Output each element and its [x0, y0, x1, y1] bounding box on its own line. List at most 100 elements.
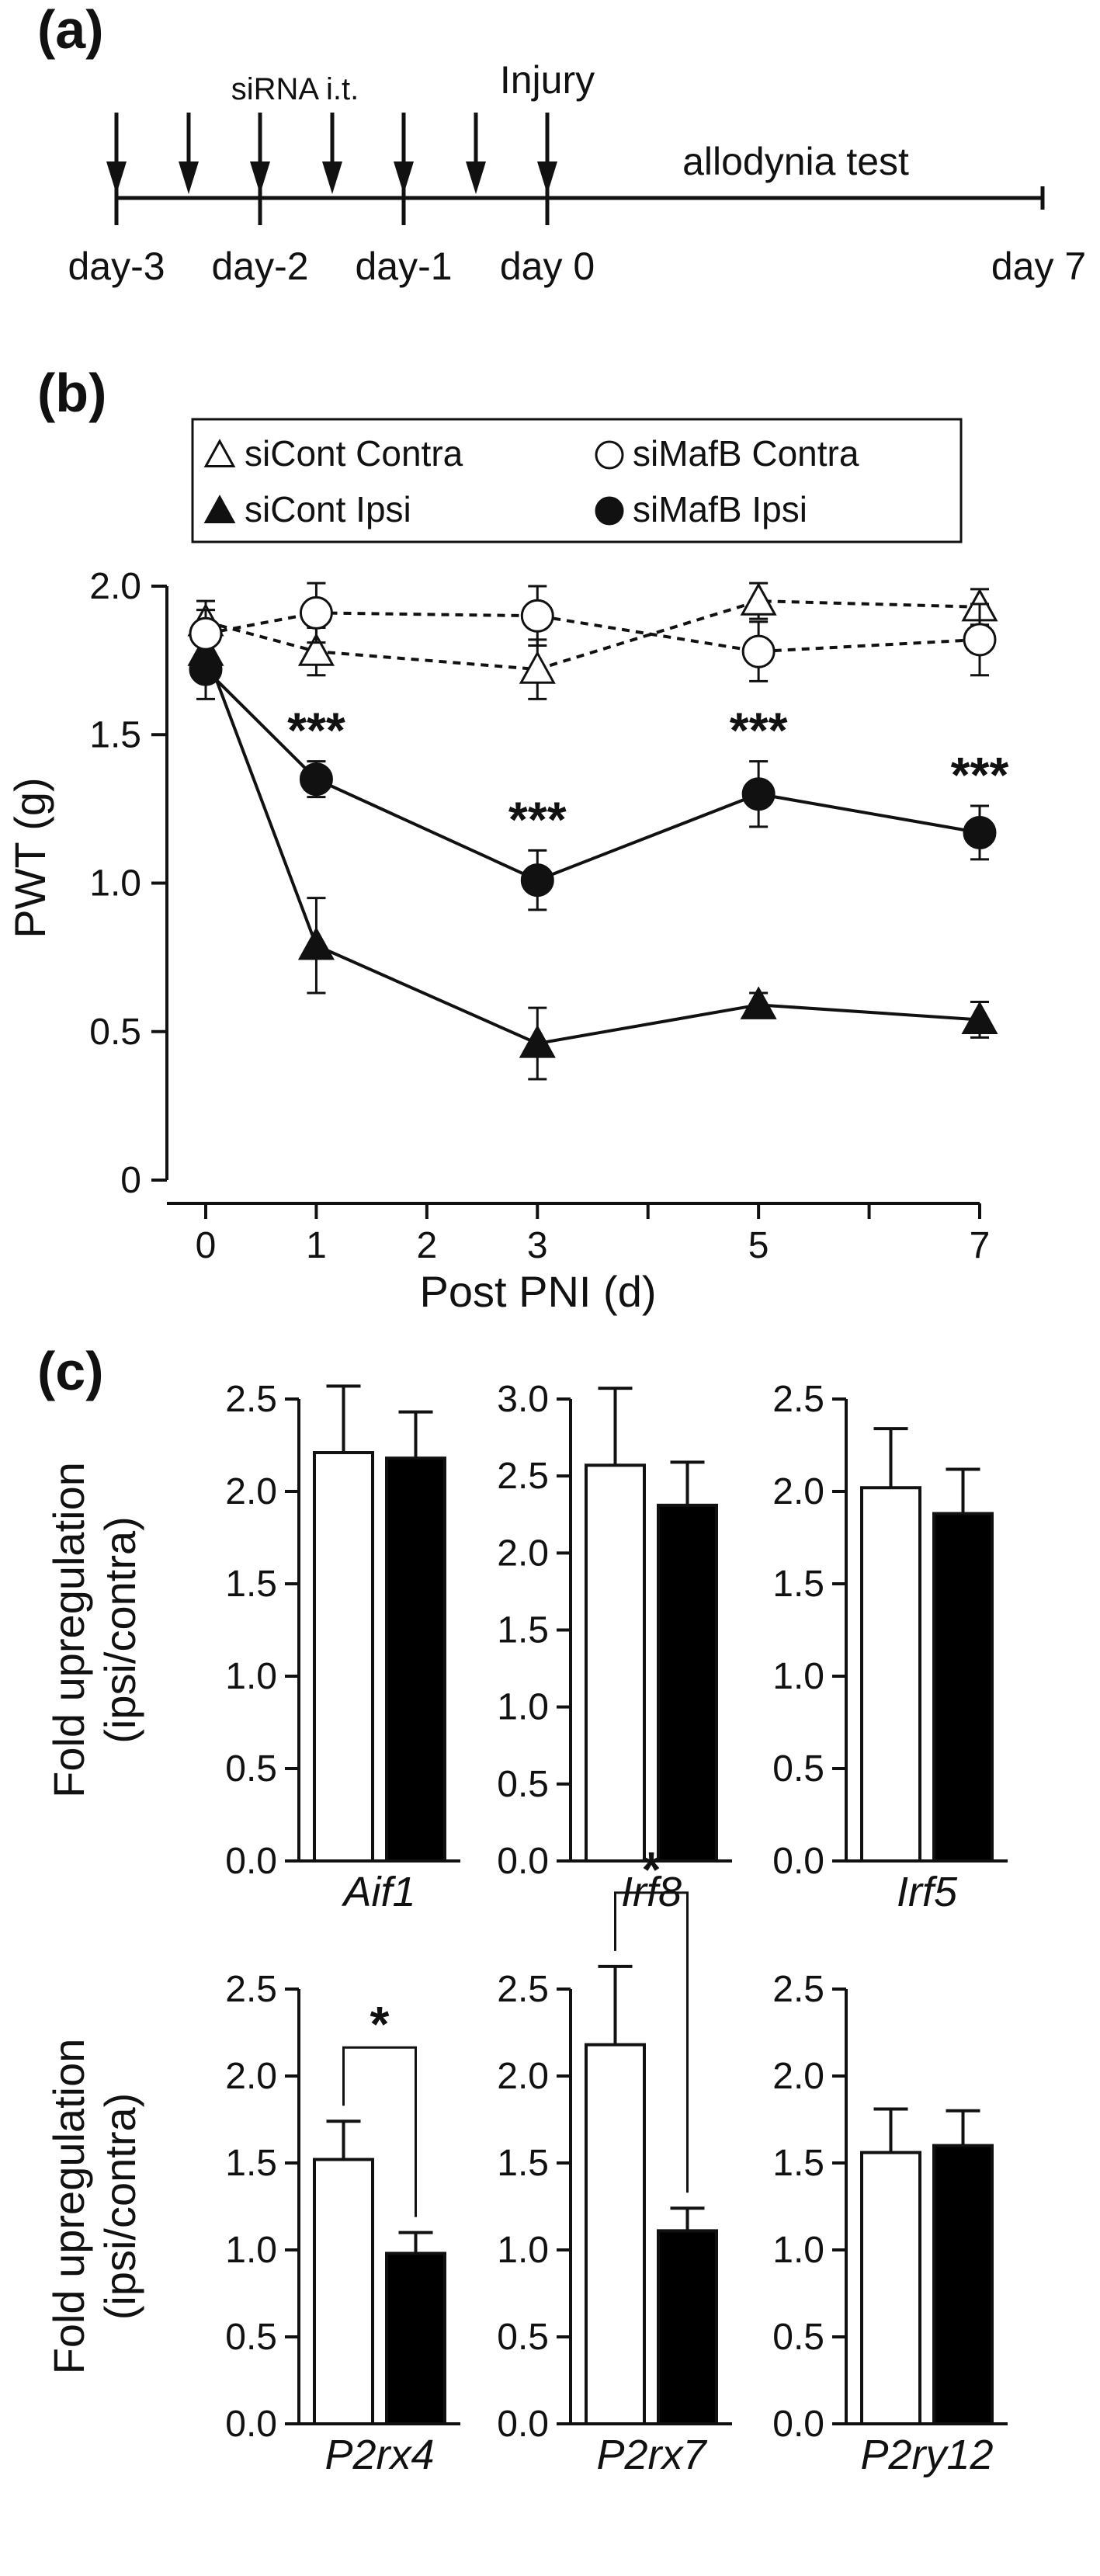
bar-chart-p2rx4: 0.0 0.5 1.0 1.5 2.0 2.5 * P2rx4	[225, 1969, 460, 2478]
timeline-arrow-head	[394, 161, 414, 194]
panel-a: (a) siRNA i.t. Injury allodynia test day…	[37, 0, 1086, 288]
sirna-label: siRNA i.t.	[231, 72, 359, 106]
panel-label-c: (c)	[37, 1341, 104, 1401]
significance-stars: ***	[730, 703, 788, 759]
timeline-arrows	[106, 113, 557, 225]
data-point	[189, 616, 223, 651]
gene-label: Irf5	[897, 1869, 958, 1915]
y-tick-label: 2.5	[772, 1969, 824, 2010]
significance-stars: ***	[951, 747, 1009, 803]
y-tick-label: 2.0	[772, 2056, 824, 2097]
gene-label: Aif1	[341, 1869, 415, 1915]
line-chart: 0 0.5 1.0 1.5 2.0 0 1 2 3 5 7 *** *** *** ***	[89, 566, 1008, 1266]
y-tick-label: 2.5	[497, 1969, 549, 2010]
y-tick-label: 0.5	[497, 2317, 549, 2358]
bar-sicont	[585, 2043, 646, 2425]
data-point	[299, 762, 333, 797]
data-point	[961, 1001, 998, 1035]
bar-simafb	[385, 2251, 446, 2425]
line-chart-annotations: *** *** *** ***	[287, 703, 1008, 848]
y-tick-label: 0.5	[89, 1012, 141, 1053]
y-tick-label: 1.0	[497, 2230, 549, 2271]
y-tick-label: 1.5	[225, 1564, 277, 1605]
y-tick-label: 2.0	[225, 1471, 277, 1512]
injury-label: Injury	[500, 58, 595, 102]
legend-label-simafb-ipsi: siMafB Ipsi	[633, 489, 807, 529]
x-axis-title-post-pni: Post PNI (d)	[420, 1267, 657, 1316]
y-tick-label: 0.0	[497, 2404, 549, 2445]
data-point	[520, 863, 554, 897]
bar-sicont	[860, 1486, 921, 1863]
y-tick-label: 0.0	[225, 2404, 277, 2445]
y-tick-label: 2.0	[225, 2056, 277, 2097]
y-tick-label: 0.0	[497, 1841, 549, 1882]
data-point	[519, 651, 556, 684]
y-tick-label: 0.0	[772, 1841, 824, 1882]
series-simafb-ipsi	[189, 638, 997, 911]
data-point	[740, 986, 777, 1019]
timeline-arrow-head	[466, 161, 486, 194]
y-tick-label: 2.0	[497, 2056, 549, 2097]
gene-label: P2rx7	[596, 2432, 707, 2478]
y-axis-title-pwt: PWT (g)	[5, 777, 54, 938]
panel-b: (b) siCont Contra siMafB Contra siCont I…	[5, 363, 1008, 1316]
y-tick-label: 0.5	[225, 1748, 277, 1790]
bar-sicont	[313, 1451, 374, 1863]
bar-chart-irf5: 0.0 0.5 1.0 1.5 2.0 2.5 Irf5	[772, 1379, 1008, 1915]
x-tick-label: 2	[417, 1225, 438, 1266]
y-tick-label: 1.5	[772, 2143, 824, 2184]
legend-marker-sicont-ipsi	[203, 495, 236, 524]
y-tick-label: 0	[120, 1160, 141, 1201]
day-label-3: day 0	[500, 245, 595, 288]
y-tick-label: 1.0	[772, 1656, 824, 1697]
bar-sicont	[860, 2151, 921, 2426]
y-tick-label: 0.5	[497, 1764, 549, 1805]
bar-simafb	[385, 1456, 446, 1863]
significance-stars: ***	[508, 791, 567, 847]
series-sicont-ipsi	[187, 632, 998, 1081]
panel-label-a: (a)	[37, 0, 104, 60]
day-label-0: day-3	[68, 245, 165, 288]
data-point	[741, 777, 776, 811]
y-tick-label: 1.0	[89, 863, 141, 904]
timeline-arrow-head	[106, 161, 127, 194]
data-point	[963, 815, 997, 849]
bar-sicont	[585, 1463, 646, 1863]
significance-star: *	[642, 1842, 661, 1897]
series-line	[205, 611, 980, 654]
bar-chart-aif1: 0.0 0.5 1.0 1.5 2.0 2.5 Aif1	[225, 1379, 460, 1915]
y-axis-title-fold-upregulation: Fold upregulation(ipsi/contra)	[44, 2039, 144, 2375]
series-simafb-contra	[189, 582, 997, 682]
line-chart-series	[187, 582, 998, 1081]
y-tick-label: 2.0	[89, 566, 141, 607]
y-tick-label: 1.0	[225, 1656, 277, 1697]
data-point	[297, 633, 335, 666]
y-tick-label: 2.5	[225, 1379, 277, 1420]
y-tick-label: 3.0	[497, 1379, 549, 1420]
y-tick-label: 0.0	[225, 1841, 277, 1882]
bar-simafb	[657, 2229, 718, 2426]
legend-marker-sicont-contra	[203, 439, 236, 468]
bar-chart-p2rx7: 0.0 0.5 1.0 1.5 2.0 2.5 * P2rx7	[497, 1842, 732, 2478]
x-tick-label: 1	[306, 1225, 327, 1266]
legend-marker-simafb-contra	[595, 440, 624, 470]
x-tick-label: 0	[196, 1225, 217, 1266]
significance-bracket	[342, 2046, 417, 2217]
significance-bracket	[614, 1891, 689, 2193]
legend-label-simafb-contra: siMafB Contra	[633, 433, 859, 474]
y-tick-label: 2.5	[772, 1379, 824, 1420]
y-tick-label: 1.5	[225, 2143, 277, 2184]
panel-label-b: (b)	[37, 363, 106, 423]
y-tick-label: 2.0	[772, 1471, 824, 1512]
x-tick-label: 7	[970, 1225, 991, 1266]
bar-chart-p2ry12: 0.0 0.5 1.0 1.5 2.0 2.5 P2ry12	[772, 1969, 1008, 2478]
y-tick-label: 2.0	[497, 1533, 549, 1574]
legend: siCont Contra siMafB Contra siCont Ipsi …	[191, 418, 963, 543]
legend-frame	[191, 418, 963, 543]
data-point	[519, 1025, 556, 1058]
gene-label: P2ry12	[860, 2432, 993, 2478]
bar-simafb	[932, 1512, 994, 1863]
timeline-arrow-head	[537, 161, 557, 194]
